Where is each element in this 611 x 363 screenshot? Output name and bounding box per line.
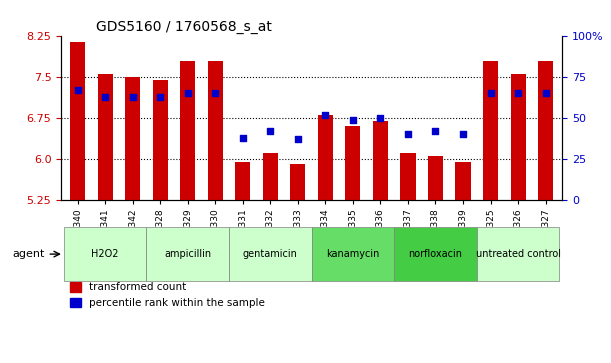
Point (458, 131, 468, 137)
Point (183, 91, 192, 97)
Point (376, 115, 386, 121)
Point (128, 94, 137, 100)
Bar (180, 61, 196, 200)
Bar (428, 156, 443, 200)
FancyBboxPatch shape (64, 227, 147, 281)
Bar (70, 42, 85, 200)
Point (73, 87, 82, 93)
Text: H2O2: H2O2 (92, 249, 119, 259)
Bar (153, 80, 168, 200)
Point (348, 117, 358, 123)
Text: untreated control: untreated control (475, 249, 560, 259)
Point (265, 128, 275, 134)
Bar (345, 126, 360, 200)
Point (100, 94, 110, 100)
Text: agent: agent (12, 249, 45, 259)
Point (486, 91, 496, 97)
Point (403, 131, 413, 137)
Text: GDS5160 / 1760568_s_at: GDS5160 / 1760568_s_at (96, 20, 272, 34)
Bar (290, 164, 306, 200)
FancyBboxPatch shape (477, 227, 559, 281)
Bar (263, 154, 278, 200)
Point (238, 135, 247, 140)
FancyBboxPatch shape (312, 227, 394, 281)
Bar (98, 74, 112, 200)
Point (321, 112, 331, 118)
Bar (373, 121, 388, 200)
Text: kanamycin: kanamycin (326, 249, 379, 259)
Bar (455, 162, 470, 200)
Text: ampicillin: ampicillin (164, 249, 211, 259)
Point (210, 91, 220, 97)
Point (513, 91, 523, 97)
Bar (125, 77, 141, 200)
Bar (208, 61, 223, 200)
Bar (400, 154, 415, 200)
Point (431, 128, 441, 134)
Point (541, 91, 551, 97)
Point (293, 136, 302, 142)
FancyBboxPatch shape (229, 227, 312, 281)
Text: gentamicin: gentamicin (243, 249, 298, 259)
Bar (483, 61, 498, 200)
Bar (511, 74, 525, 200)
FancyBboxPatch shape (147, 227, 229, 281)
Bar (538, 61, 553, 200)
Bar (318, 115, 333, 200)
Point (155, 94, 165, 100)
FancyBboxPatch shape (394, 227, 477, 281)
Text: norfloxacin: norfloxacin (409, 249, 463, 259)
Bar (235, 162, 251, 200)
Legend: transformed count, percentile rank within the sample: transformed count, percentile rank withi… (67, 278, 269, 312)
